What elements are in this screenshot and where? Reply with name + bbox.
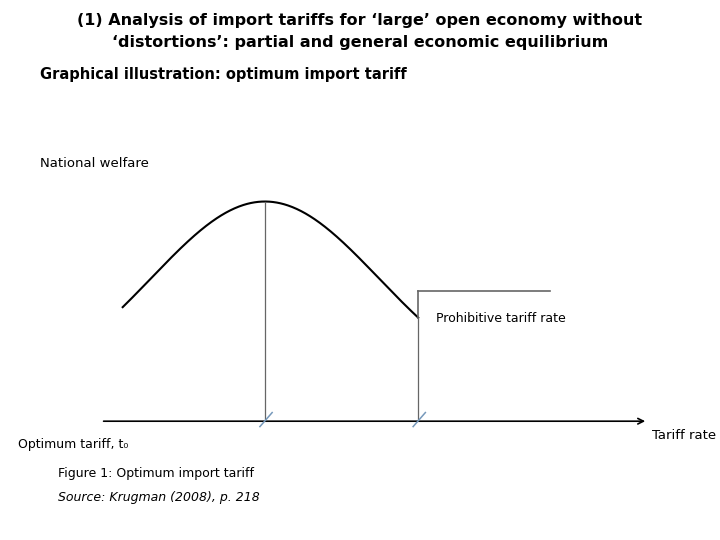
Text: Optimum tariff, t₀: Optimum tariff, t₀ <box>18 438 128 451</box>
Text: Figure 1: Optimum import tariff: Figure 1: Optimum import tariff <box>58 467 253 480</box>
Text: ‘distortions’: partial and general economic equilibrium: ‘distortions’: partial and general econo… <box>112 35 608 50</box>
Text: Graphical illustration: optimum import tariff: Graphical illustration: optimum import t… <box>40 68 406 83</box>
Text: Prohibitive tariff rate: Prohibitive tariff rate <box>436 312 566 325</box>
Text: National welfare: National welfare <box>40 157 148 170</box>
Text: Source: Krugman (2008), p. 218: Source: Krugman (2008), p. 218 <box>58 491 259 504</box>
Text: Tariff rate: Tariff rate <box>652 429 716 442</box>
Text: (1) Analysis of import tariffs for ‘large’ open economy without: (1) Analysis of import tariffs for ‘larg… <box>78 14 642 29</box>
